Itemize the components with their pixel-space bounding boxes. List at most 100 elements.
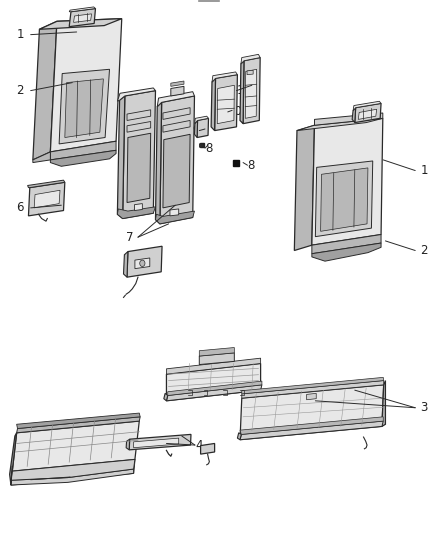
Polygon shape <box>28 180 65 188</box>
Polygon shape <box>245 69 257 118</box>
Text: 10: 10 <box>228 106 243 118</box>
Polygon shape <box>124 252 128 277</box>
Polygon shape <box>11 466 12 485</box>
Polygon shape <box>129 434 191 450</box>
Polygon shape <box>240 385 384 440</box>
Polygon shape <box>307 393 316 400</box>
Polygon shape <box>171 86 184 96</box>
Polygon shape <box>199 348 234 356</box>
Polygon shape <box>353 101 381 111</box>
Polygon shape <box>194 116 208 124</box>
Polygon shape <box>163 134 190 208</box>
Polygon shape <box>134 438 179 448</box>
Polygon shape <box>117 96 125 219</box>
Polygon shape <box>312 118 383 245</box>
Polygon shape <box>160 96 194 224</box>
Polygon shape <box>127 110 151 120</box>
Polygon shape <box>314 113 383 125</box>
Polygon shape <box>321 168 368 231</box>
Polygon shape <box>315 161 373 237</box>
Polygon shape <box>197 118 208 138</box>
Polygon shape <box>127 133 151 203</box>
Polygon shape <box>240 417 383 434</box>
Polygon shape <box>312 235 381 254</box>
Polygon shape <box>11 469 134 485</box>
Polygon shape <box>28 182 65 216</box>
Polygon shape <box>69 7 95 12</box>
Text: 1: 1 <box>17 28 24 41</box>
Polygon shape <box>212 72 237 82</box>
Polygon shape <box>134 204 142 211</box>
Polygon shape <box>117 207 155 219</box>
Polygon shape <box>297 118 383 131</box>
Polygon shape <box>155 211 194 224</box>
Polygon shape <box>355 103 381 123</box>
Polygon shape <box>33 21 57 160</box>
Polygon shape <box>50 150 116 166</box>
Text: 7: 7 <box>126 231 134 244</box>
Polygon shape <box>243 58 260 124</box>
Polygon shape <box>211 78 215 131</box>
Polygon shape <box>312 243 381 261</box>
Text: 5: 5 <box>17 473 24 486</box>
Text: 1: 1 <box>420 164 428 177</box>
Polygon shape <box>74 14 92 22</box>
Polygon shape <box>123 91 155 219</box>
Polygon shape <box>126 439 130 450</box>
Text: 8: 8 <box>205 142 212 155</box>
Polygon shape <box>240 61 244 124</box>
Polygon shape <box>240 421 383 440</box>
Polygon shape <box>59 69 110 144</box>
Polygon shape <box>17 417 140 433</box>
Polygon shape <box>358 109 377 119</box>
Text: 8: 8 <box>247 159 255 172</box>
Polygon shape <box>34 190 60 208</box>
Polygon shape <box>127 122 151 132</box>
Polygon shape <box>50 141 116 160</box>
Polygon shape <box>352 108 356 123</box>
Polygon shape <box>163 108 190 119</box>
Polygon shape <box>11 459 135 480</box>
Polygon shape <box>166 385 262 401</box>
Polygon shape <box>241 54 260 64</box>
Polygon shape <box>242 381 384 398</box>
Polygon shape <box>194 120 198 138</box>
Circle shape <box>140 260 145 266</box>
Polygon shape <box>127 246 162 277</box>
Polygon shape <box>242 377 384 394</box>
Polygon shape <box>170 209 179 216</box>
Polygon shape <box>166 358 261 374</box>
Polygon shape <box>157 92 194 107</box>
Polygon shape <box>164 393 168 401</box>
Polygon shape <box>50 19 122 152</box>
Polygon shape <box>217 85 234 124</box>
Polygon shape <box>65 79 103 138</box>
Polygon shape <box>33 152 50 163</box>
Polygon shape <box>171 81 184 86</box>
Text: 2: 2 <box>420 244 428 257</box>
Text: 9: 9 <box>192 124 199 137</box>
Polygon shape <box>69 9 95 27</box>
Text: 2: 2 <box>17 84 24 97</box>
Polygon shape <box>199 353 234 365</box>
Polygon shape <box>382 381 385 426</box>
Polygon shape <box>215 75 237 131</box>
Polygon shape <box>163 120 190 132</box>
Polygon shape <box>294 125 314 251</box>
Polygon shape <box>39 19 122 29</box>
Polygon shape <box>135 258 150 269</box>
Polygon shape <box>201 443 215 454</box>
Polygon shape <box>237 433 241 440</box>
Text: 4: 4 <box>195 439 202 451</box>
Text: 11: 11 <box>237 84 251 97</box>
Polygon shape <box>10 433 17 485</box>
Polygon shape <box>166 364 261 401</box>
Text: 6: 6 <box>17 201 24 214</box>
Polygon shape <box>247 70 253 75</box>
Polygon shape <box>117 88 155 101</box>
Polygon shape <box>11 459 135 485</box>
Polygon shape <box>155 102 162 224</box>
Text: 3: 3 <box>420 401 428 414</box>
Polygon shape <box>17 413 140 429</box>
Polygon shape <box>12 421 139 471</box>
